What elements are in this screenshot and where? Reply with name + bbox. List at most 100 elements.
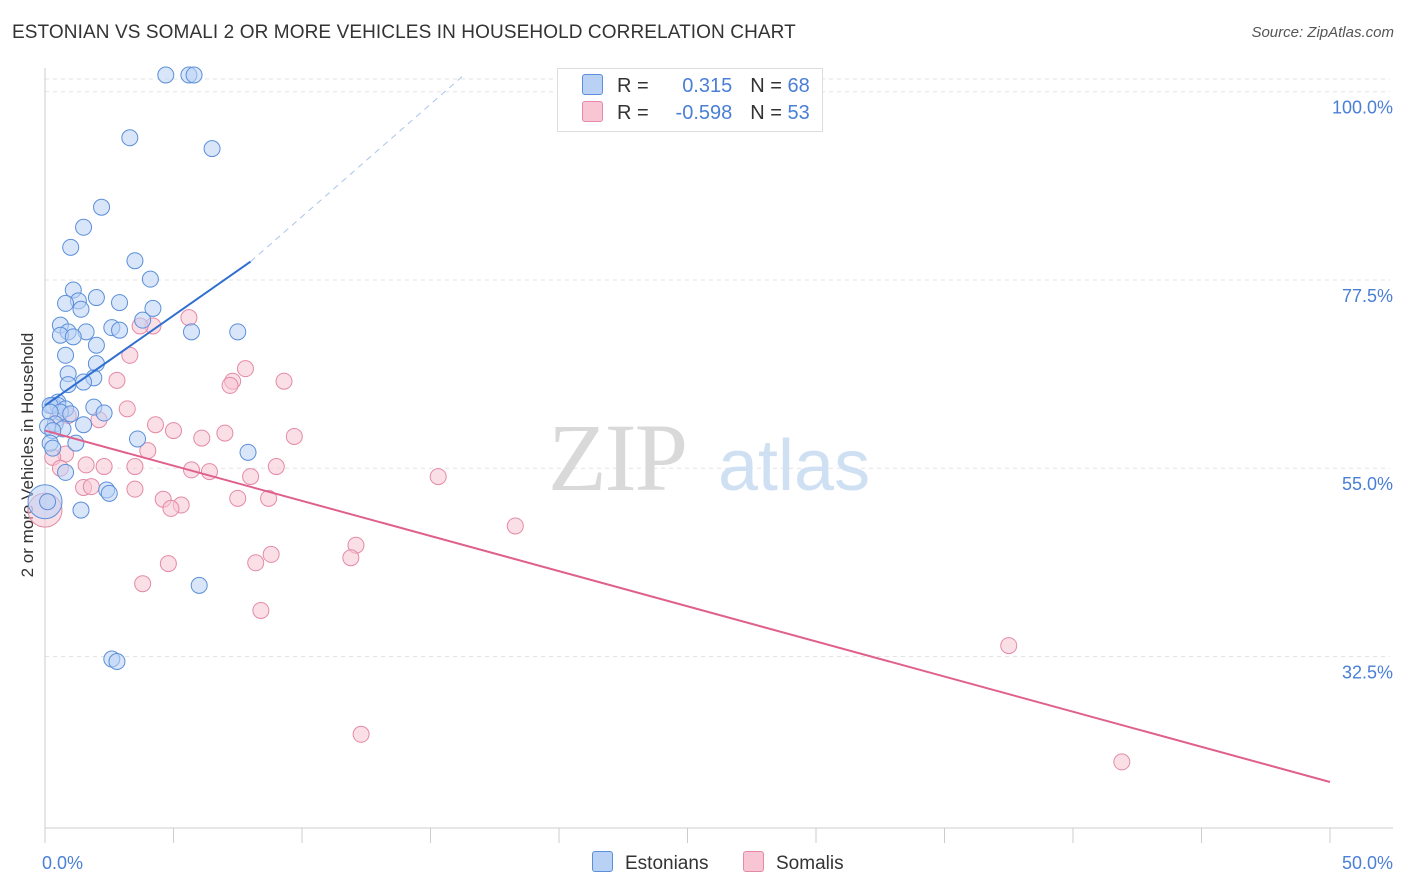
somalis-point-46: [1000, 637, 1018, 655]
estonians-point-42: [62, 405, 80, 423]
somalis-point-16: [193, 429, 211, 447]
estonians-point-7: [126, 252, 144, 270]
somalis-point-26: [200, 463, 218, 481]
legend-label: Somalis: [776, 853, 844, 874]
legend-n-value: 53: [787, 102, 810, 124]
estonians-point-43: [95, 404, 113, 422]
watermark-atlas: atlas: [718, 426, 870, 506]
estonians-point-16: [144, 299, 162, 317]
estonians-point-49: [129, 430, 147, 448]
estonians-swatch: [592, 851, 613, 872]
somalis-point-4: [236, 360, 254, 378]
legend-row-estonians: R = 0.315 N = 68: [582, 74, 810, 100]
series-legend: Estonians Somalis: [0, 851, 1406, 877]
estonians-point-53: [44, 439, 62, 457]
somalis-point-38: [506, 517, 524, 535]
estonians-point-46: [75, 416, 93, 434]
somalis-point-44: [134, 575, 152, 593]
estonians-point-17: [134, 311, 152, 329]
somalis-point-45: [252, 601, 270, 619]
legend-n-label: N =: [750, 102, 782, 124]
estonians-trend-extension: [250, 74, 465, 262]
estonians-swatch: [582, 74, 603, 95]
somalis-point-48: [1113, 753, 1131, 771]
somalis-point-14: [165, 422, 182, 440]
somalis-point-41: [262, 545, 280, 563]
estonians-point-24: [64, 328, 82, 346]
estonians-point-25: [182, 323, 200, 341]
somalis-point-36: [229, 489, 247, 507]
x-tick-label-0: 0.0%: [42, 853, 83, 873]
somalis-point-9: [118, 400, 136, 418]
source-label: Source: ZipAtlas.com: [1251, 24, 1394, 41]
estonians-point-8: [62, 238, 80, 256]
somalis-point-13: [147, 416, 165, 434]
y-tick-label-2: 77.5%: [1342, 286, 1393, 306]
estonians-point-58: [39, 493, 57, 511]
estonians-point-3: [121, 129, 139, 147]
estonians-point-57: [72, 501, 90, 519]
somalis-point-35: [162, 499, 180, 517]
estonians-point-61: [108, 653, 126, 671]
somalis-point-32: [126, 480, 144, 498]
somalis-swatch: [582, 101, 603, 122]
somalis-point-22: [77, 456, 95, 474]
somalis-point-27: [267, 458, 285, 476]
x-tick-label-1: 50.0%: [1342, 853, 1393, 873]
somalis-point-5: [108, 371, 126, 389]
estonians-point-28: [57, 346, 75, 364]
estonians-point-13: [57, 294, 75, 312]
somalis-point-7: [275, 372, 293, 390]
watermark: ZIP atlas: [548, 404, 870, 511]
trend-lines: [44, 74, 1331, 783]
y-tick-label-0: 32.5%: [1342, 662, 1393, 682]
estonians-point-33: [75, 373, 93, 391]
somalis-point-17: [285, 427, 303, 445]
somalis-point-15: [216, 424, 234, 442]
estonians-point-6: [75, 218, 93, 236]
chart-title: ESTONIAN VS SOMALI 2 OR MORE VEHICLES IN…: [12, 22, 796, 43]
tick-labels: 32.5% 55.0% 77.5% 100.0% 0.0% 50.0%: [42, 98, 1393, 873]
estonians-point-0: [157, 66, 175, 84]
estonians-point-52: [239, 443, 257, 461]
legend-r-value: 0.315: [682, 75, 733, 97]
somalis-point-0: [180, 309, 198, 327]
estonians-point-11: [87, 289, 105, 307]
legend-r-label: R =: [617, 102, 649, 124]
somalis-point-8: [221, 376, 239, 394]
legend-n-value: 68: [787, 75, 810, 97]
watermark-zip: ZIP: [548, 404, 686, 511]
somalis-point-24: [126, 458, 144, 476]
legend-r-label: R =: [617, 75, 649, 97]
somalis-trend-line: [44, 429, 1331, 783]
estonians-point-54: [57, 463, 75, 481]
somalis-point-31: [82, 478, 100, 496]
estonians-trend-line: [44, 260, 252, 407]
somalis-point-28: [242, 468, 260, 486]
legend-r-value: -0.598: [675, 102, 733, 124]
somalis-point-40: [342, 549, 360, 567]
legend-item-estonians[interactable]: Estonians: [592, 851, 708, 875]
estonians-points: [27, 66, 257, 671]
estonians-point-2: [185, 66, 203, 84]
estonians-point-21: [111, 321, 129, 339]
estonians-point-15: [72, 300, 90, 318]
estonians-point-56: [100, 484, 118, 502]
legend-label: Estonians: [625, 853, 709, 874]
legend-n-label: N =: [750, 75, 782, 97]
somalis-point-29: [429, 468, 447, 486]
somalis-swatch: [743, 851, 764, 872]
somalis-point-42: [159, 555, 177, 573]
legend-row-somalis: R = -0.598 N = 53: [582, 101, 810, 127]
estonians-point-14: [111, 294, 129, 312]
y-tick-label-1: 55.0%: [1342, 474, 1393, 494]
estonians-point-26: [229, 323, 247, 341]
somalis-point-37: [260, 489, 278, 507]
y-tick-label-3: 100.0%: [1332, 98, 1393, 118]
somalis-point-47: [352, 725, 370, 743]
estonians-point-27: [87, 336, 105, 354]
stats-legend: R = 0.315 N = 68 R = -0.598 N = 53: [557, 68, 823, 132]
somalis-point-23: [95, 458, 113, 476]
legend-item-somalis[interactable]: Somalis: [743, 851, 844, 875]
